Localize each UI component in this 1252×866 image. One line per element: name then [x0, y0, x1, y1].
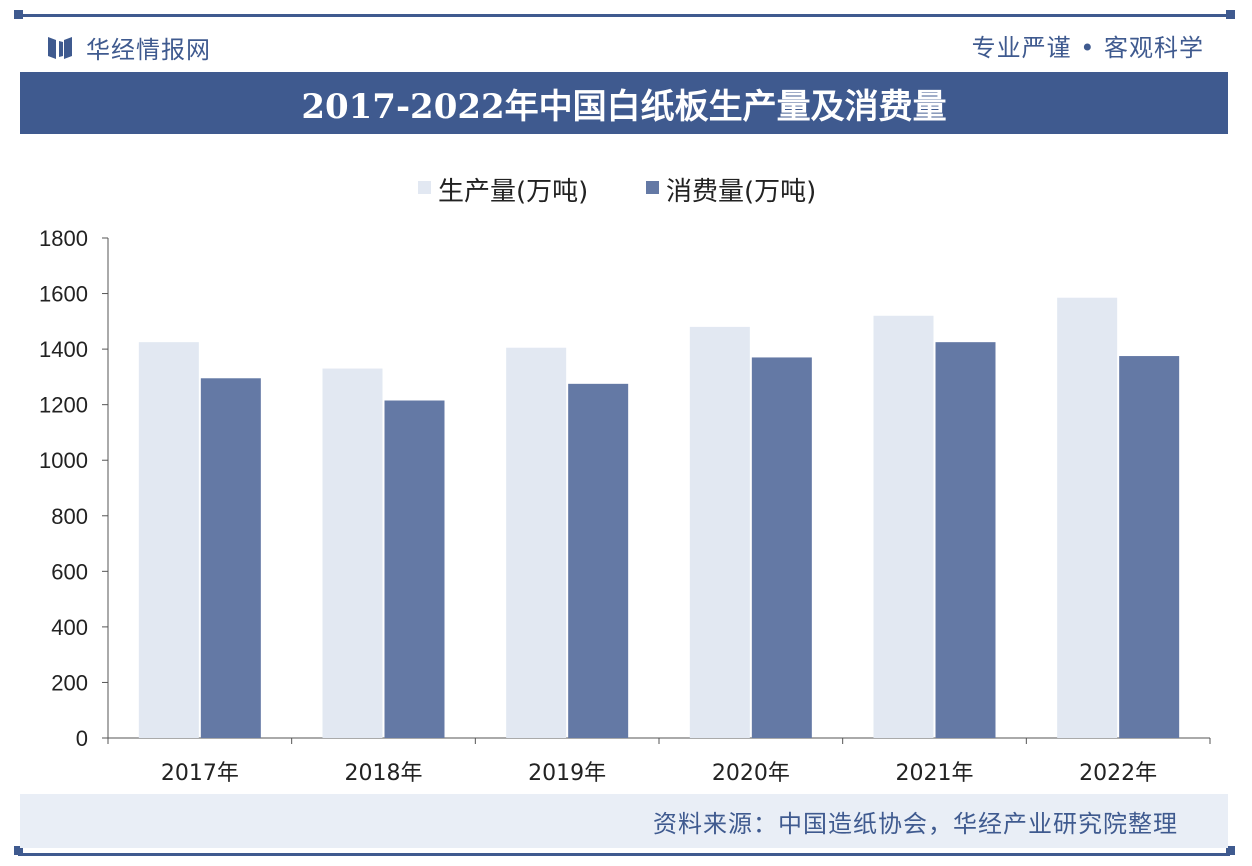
x-tick-label: 2022年 [1079, 761, 1157, 786]
consumption-bar [751, 357, 812, 738]
production-bar [689, 326, 750, 738]
chart-title: 2017-2022年中国白纸板生产量及消费量 [301, 86, 947, 127]
y-tick-label: 400 [51, 615, 88, 640]
brand-name: 华经情报网 [86, 36, 211, 64]
production-bar [138, 342, 199, 738]
y-tick-label: 600 [51, 559, 88, 584]
production-bar [506, 347, 567, 738]
production-bar [873, 315, 934, 738]
consumption-bar [935, 342, 996, 738]
outer-frame [18, 14, 1230, 856]
x-tick-label: 2021年 [896, 761, 974, 786]
frame-corner-bottom-left [14, 846, 23, 855]
frame-corner-top-left [14, 10, 23, 19]
x-tick-label: 2019年 [528, 761, 606, 786]
y-tick-label: 1400 [39, 337, 88, 362]
x-tick-label: 2020年 [712, 761, 790, 786]
y-tick-label: 1600 [39, 282, 88, 307]
consumption-bar [568, 383, 629, 738]
consumption-bar [1119, 356, 1180, 738]
chart-title-bar: 2017-2022年中国白纸板生产量及消费量 [20, 72, 1228, 134]
y-tick-label: 1000 [39, 448, 88, 473]
y-tick-label: 200 [51, 670, 88, 695]
source-bar: 资料来源：中国造纸协会，华经产业研究院整理 [20, 794, 1228, 848]
consumption-bar [200, 378, 261, 738]
x-tick-label: 2017年 [161, 761, 239, 786]
y-tick-label: 800 [51, 504, 88, 529]
legend-label: 生产量(万吨) [438, 177, 588, 207]
y-tick-label: 0 [76, 726, 88, 751]
brand-logo: 华经情报网 [46, 30, 211, 65]
slogan: 专业严谨 • 客观科学 [971, 34, 1204, 62]
legend-label: 消费量(万吨) [666, 177, 816, 207]
brand-logo-icon [48, 36, 72, 59]
production-bar [322, 368, 383, 738]
y-tick-label: 1200 [39, 393, 88, 418]
legend-swatch [418, 181, 431, 194]
frame-corner-bottom-right [1226, 846, 1235, 855]
source-note: 资料来源：中国造纸协会，华经产业研究院整理 [653, 810, 1178, 838]
production-bar [1057, 297, 1118, 738]
frame-corner-top-right [1226, 10, 1235, 19]
legend-swatch [646, 181, 659, 194]
x-tick-label: 2018年 [345, 761, 423, 786]
y-tick-label: 1800 [39, 226, 88, 251]
consumption-bar [384, 400, 445, 738]
